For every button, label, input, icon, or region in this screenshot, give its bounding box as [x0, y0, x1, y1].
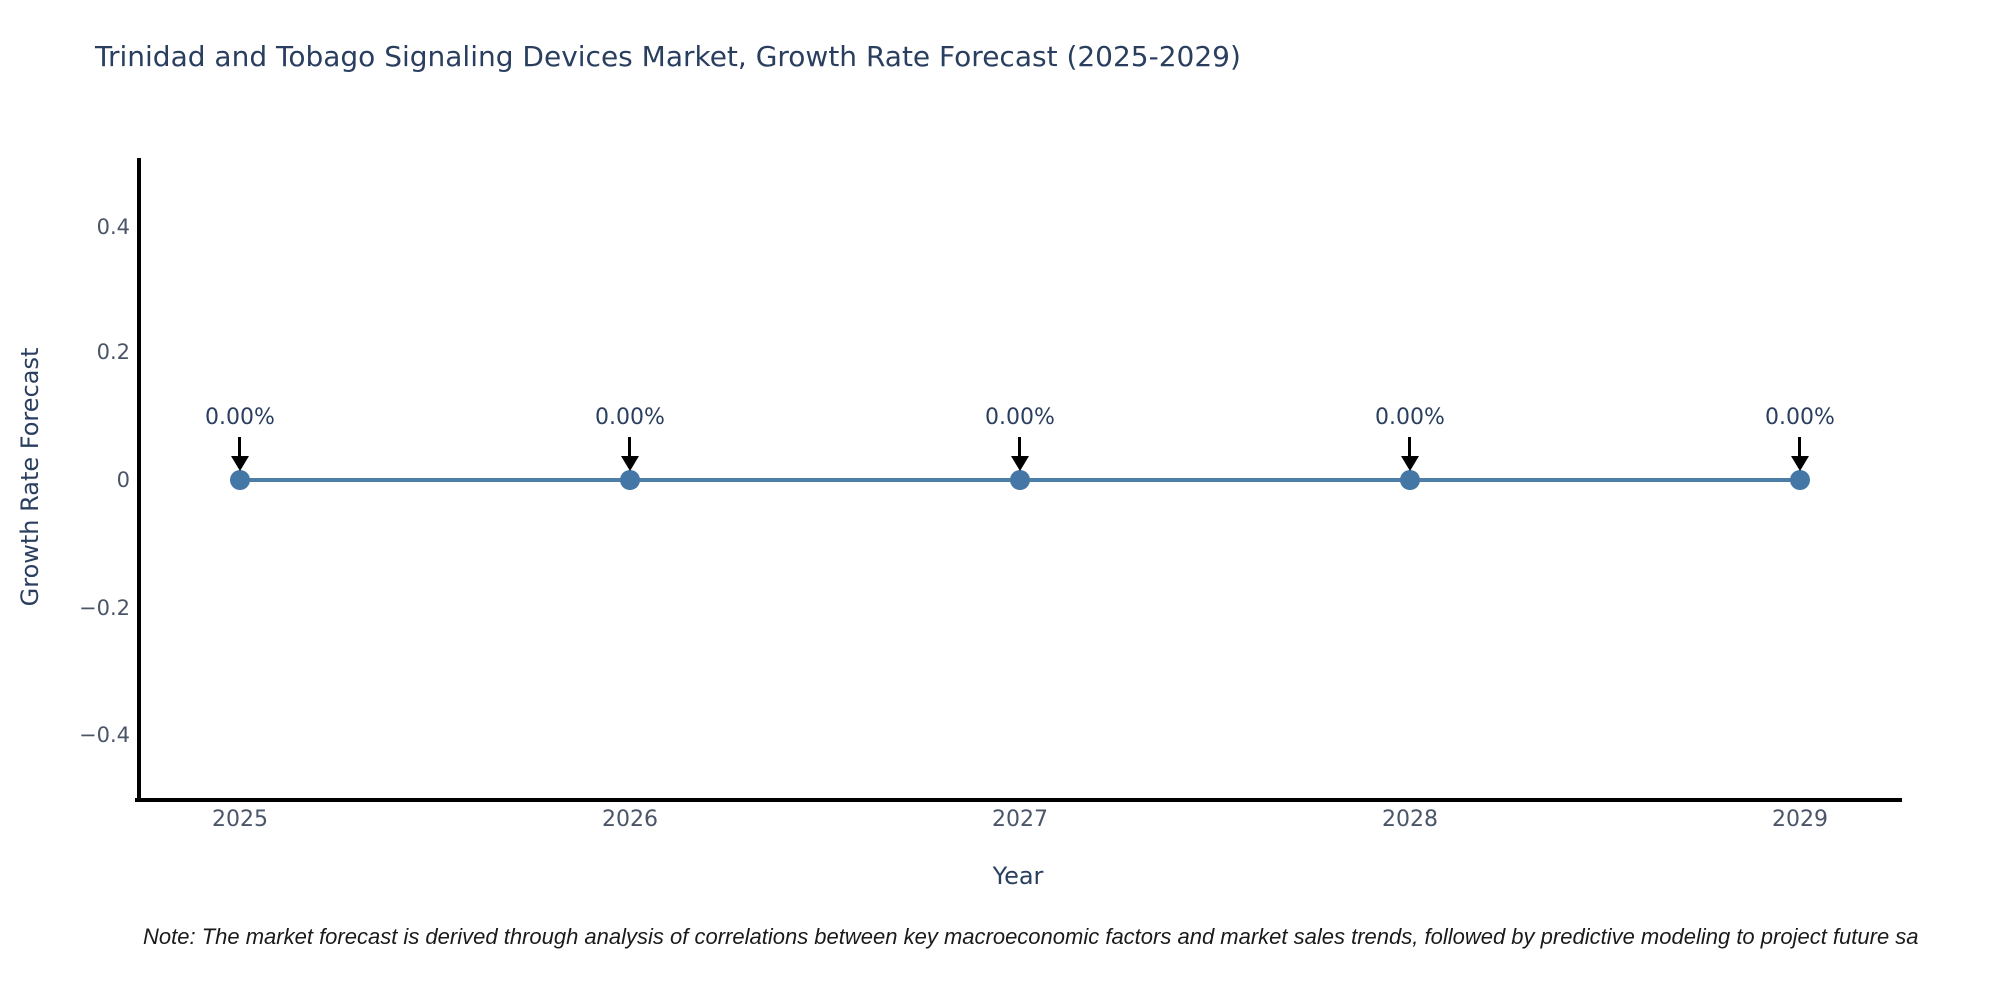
point-annotation-label: 0.00%: [1375, 405, 1445, 430]
annotation-arrow-stem: [1018, 437, 1021, 458]
point-annotation-label: 0.00%: [1765, 405, 1835, 430]
annotation-arrow-stem: [1798, 437, 1801, 458]
annotation-arrowhead-icon: [1011, 456, 1029, 471]
x-tick-label: 2025: [212, 807, 268, 832]
annotation-arrow-stem: [1408, 437, 1411, 458]
x-tick-label: 2029: [1772, 807, 1828, 832]
data-point-marker-2029: [1790, 470, 1810, 490]
x-tick-label: 2026: [602, 807, 658, 832]
point-annotation-label: 0.00%: [595, 405, 665, 430]
point-annotation-label: 0.00%: [205, 405, 275, 430]
y-tick-label: −0.4: [79, 723, 130, 747]
data-point-marker-2025: [230, 470, 250, 490]
x-axis-title: Year: [992, 862, 1044, 890]
chart-title: Trinidad and Tobago Signaling Devices Ma…: [95, 40, 1241, 73]
x-tick-label: 2027: [992, 807, 1048, 832]
annotation-arrowhead-icon: [1401, 456, 1419, 471]
y-tick-label: 0.2: [96, 340, 130, 364]
y-axis-line: [137, 158, 141, 802]
y-tick-label: 0.4: [96, 215, 130, 239]
x-axis-line: [135, 798, 1902, 802]
data-point-marker-2028: [1400, 470, 1420, 490]
point-annotation-label: 0.00%: [985, 405, 1055, 430]
footnote: Note: The market forecast is derived thr…: [143, 924, 1919, 949]
data-point-marker-2026: [620, 470, 640, 490]
annotation-arrowhead-icon: [621, 456, 639, 471]
annotation-arrow-stem: [238, 437, 241, 458]
x-tick-label: 2028: [1382, 807, 1438, 832]
data-point-marker-2027: [1010, 470, 1030, 490]
annotation-arrow-stem: [628, 437, 631, 458]
y-tick-label: −0.2: [79, 596, 130, 620]
annotation-arrowhead-icon: [231, 456, 249, 471]
y-tick-label: 0: [116, 468, 130, 492]
annotation-arrowhead-icon: [1791, 456, 1809, 471]
